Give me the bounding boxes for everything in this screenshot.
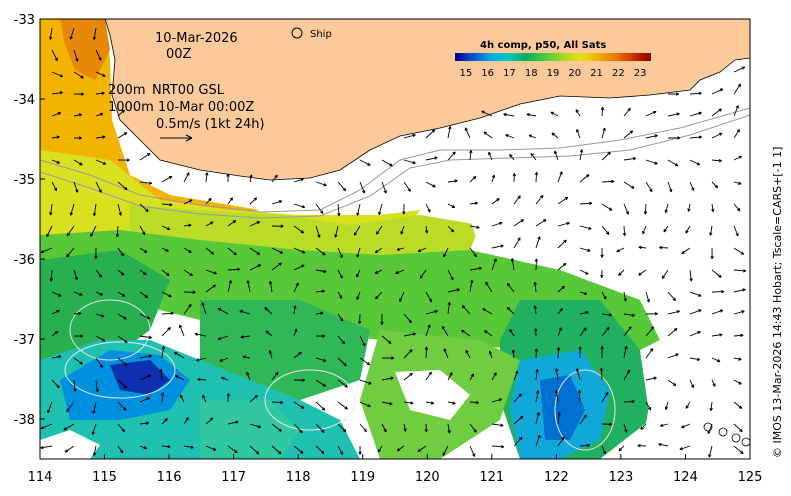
x-tick-label: 116	[157, 470, 182, 485]
y-tick-label: -34	[14, 93, 35, 108]
x-tick-label: 124	[673, 470, 698, 485]
scale-label: 0.5m/s (1kt 24h)	[156, 117, 265, 132]
x-tick-label: 121	[479, 470, 504, 485]
hour-label: 00Z	[166, 47, 192, 62]
colorbar-tick-label: 17	[503, 68, 516, 79]
x-tick-label: 119	[350, 470, 375, 485]
x-tick-label: 114	[28, 470, 53, 485]
y-tick-label: -33	[14, 13, 35, 28]
x-tick-label: 122	[544, 470, 569, 485]
x-tick-label: 123	[608, 470, 633, 485]
credit-text: © IMOS 13-Mar-2026 14:43 Hobart; Tscale=…	[771, 147, 784, 458]
colorbar-title: 4h comp, p50, All Sats	[480, 40, 606, 51]
y-tick-label: -37	[14, 333, 35, 348]
model-time-label: 10-Mar 00:00Z	[158, 100, 254, 115]
depth-1000m-label: 1000m	[108, 100, 154, 115]
y-tick-label: -38	[14, 413, 35, 428]
date-label: 10-Mar-2026	[155, 31, 238, 46]
x-tick-label: 117	[221, 470, 246, 485]
x-tick-label: 120	[415, 470, 440, 485]
y-tick-label: -36	[14, 253, 35, 268]
y-tick-label: -35	[14, 173, 35, 188]
x-tick-label: 118	[286, 470, 311, 485]
x-tick-label: 125	[738, 470, 763, 485]
colorbar-ticks: 15 16 17 18 19 20 21 22 23	[460, 68, 647, 79]
colorbar-tick-label: 23	[634, 68, 647, 79]
colorbar-tick-label: 15	[460, 68, 473, 79]
colorbar-tick-label: 18	[525, 68, 538, 79]
colorbar-tick-label: 16	[481, 68, 494, 79]
colorbar-tick-label: 20	[568, 68, 581, 79]
colorbar-tick-label: 19	[547, 68, 560, 79]
x-tick-label: 115	[92, 470, 117, 485]
colorbar-tick-label: 22	[612, 68, 625, 79]
colorbar-gradient	[455, 53, 651, 61]
ship-label: Ship	[310, 29, 332, 40]
model-label: NRT00 GSL	[152, 83, 225, 98]
depth-200m-label: 200m	[108, 83, 145, 98]
colorbar-tick-label: 21	[590, 68, 603, 79]
